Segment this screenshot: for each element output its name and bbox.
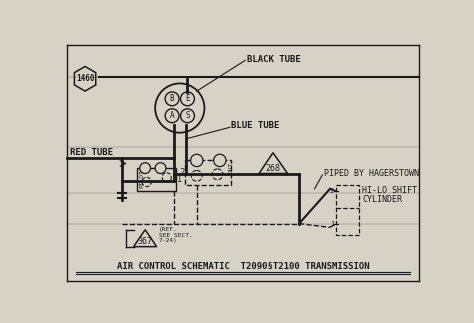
Text: (REF.: (REF.: [159, 227, 178, 232]
Text: BLACK TUBE: BLACK TUBE: [247, 55, 301, 64]
Text: OUT: OUT: [229, 162, 234, 173]
Text: E: E: [185, 94, 190, 103]
FancyBboxPatch shape: [137, 168, 176, 191]
Circle shape: [155, 83, 204, 133]
Circle shape: [212, 169, 223, 180]
Circle shape: [155, 163, 166, 173]
Text: 1460: 1460: [76, 74, 94, 83]
Circle shape: [191, 154, 203, 167]
Text: B: B: [170, 94, 174, 103]
Text: A: A: [170, 111, 174, 120]
FancyBboxPatch shape: [185, 161, 231, 185]
Circle shape: [181, 109, 194, 123]
Text: 7-24): 7-24): [159, 238, 178, 243]
Circle shape: [142, 177, 151, 187]
Text: 1: 1: [330, 221, 334, 226]
Circle shape: [140, 163, 151, 173]
Text: 367: 367: [137, 237, 153, 246]
Text: PILOT: PILOT: [139, 170, 144, 188]
Circle shape: [162, 173, 171, 182]
Circle shape: [165, 109, 179, 123]
Text: BLUE TUBE: BLUE TUBE: [231, 121, 280, 130]
Text: HI-LO SHIFT: HI-LO SHIFT: [362, 186, 417, 195]
Text: CYLINDER: CYLINDER: [362, 195, 402, 204]
Text: PIPED BY HAGERSTOWN: PIPED BY HAGERSTOWN: [324, 169, 419, 178]
Circle shape: [181, 92, 194, 106]
Text: RED TUBE: RED TUBE: [70, 148, 113, 157]
Text: 2: 2: [179, 168, 184, 177]
Text: AIR CONTROL SCHEMATIC  T2090§T2100 TRANSMISSION: AIR CONTROL SCHEMATIC T2090§T2100 TRANSM…: [117, 262, 369, 271]
Circle shape: [214, 154, 226, 167]
Circle shape: [165, 92, 179, 106]
Text: S: S: [185, 111, 190, 120]
Circle shape: [191, 171, 202, 181]
Text: 268: 268: [265, 164, 281, 172]
Text: SEE SECT.: SEE SECT.: [159, 233, 193, 238]
Text: 1: 1: [177, 175, 182, 184]
Text: 2: 2: [330, 188, 334, 194]
